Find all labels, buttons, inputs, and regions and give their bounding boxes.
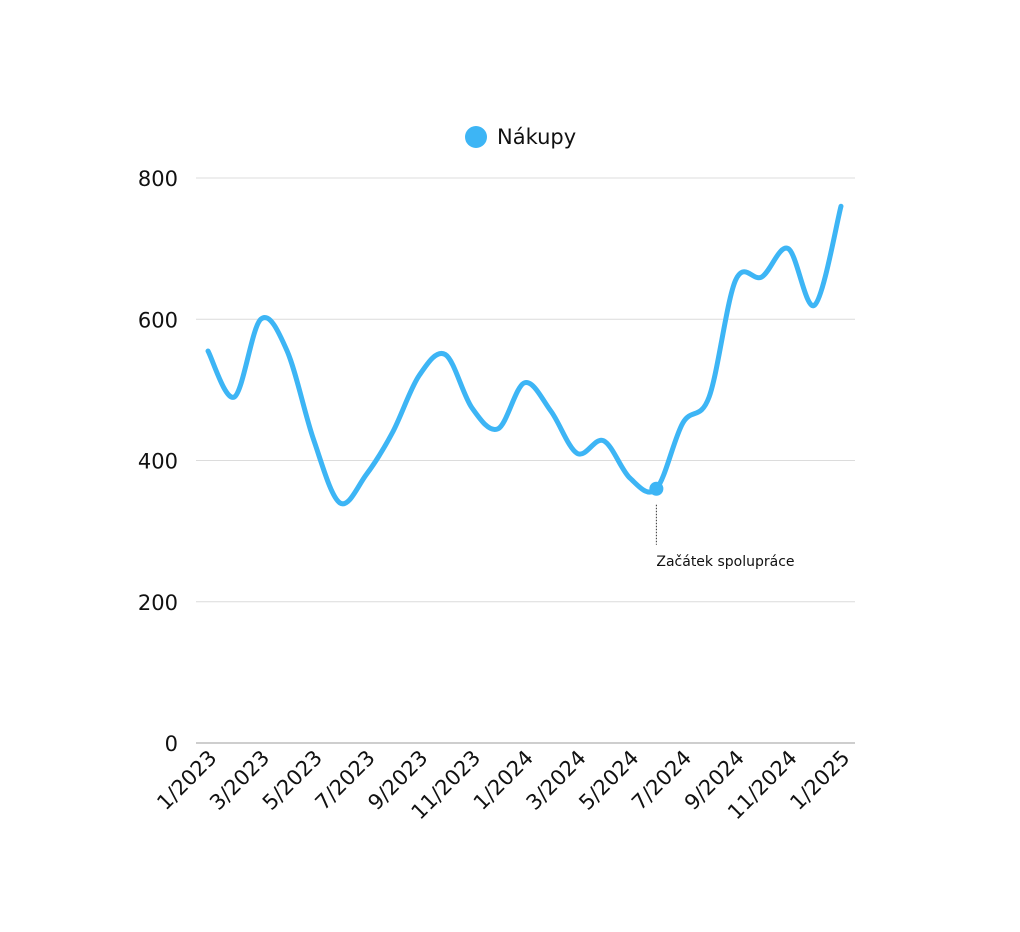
- annotation-label: Začátek spolupráce: [656, 554, 794, 570]
- legend-marker-nakupy: [465, 126, 487, 148]
- annotations: Začátek spolupráce: [649, 481, 795, 570]
- legend-label-nakupy: Nákupy: [497, 125, 576, 149]
- series-line-0: [205, 203, 844, 507]
- x-axis-tick-labels: 1/20233/20235/20237/20239/202311/20231/2…: [152, 746, 854, 825]
- grid-lines: [196, 177, 855, 744]
- annotation-point: [649, 481, 664, 496]
- y-tick-label: 200: [138, 591, 178, 615]
- y-tick-label: 600: [138, 308, 178, 332]
- y-tick-label: 0: [165, 732, 178, 756]
- y-tick-label: 800: [138, 167, 178, 191]
- x-tick-label: 1/2025: [785, 746, 854, 815]
- series-lines: [205, 203, 844, 507]
- legend: Nákupy: [465, 125, 576, 149]
- y-axis-tick-labels: 0 200 400 600 800: [138, 167, 178, 756]
- y-tick-label: 400: [138, 450, 178, 474]
